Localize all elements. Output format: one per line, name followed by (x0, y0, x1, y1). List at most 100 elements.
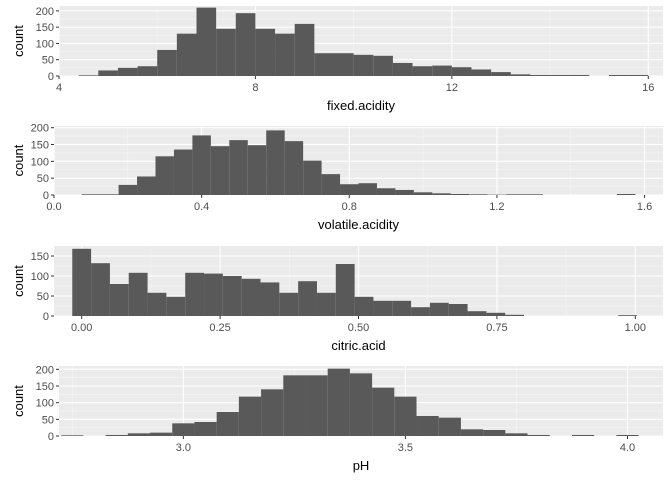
histogram-bar (100, 194, 119, 195)
histogram-bar (354, 296, 374, 316)
y-tick-label: 100 (31, 156, 49, 168)
x-tick-label: 1.2 (489, 201, 504, 213)
histogram-bar (128, 272, 148, 316)
histogram-bar (510, 74, 531, 76)
histogram-bar (438, 417, 461, 436)
histogram-bar (294, 23, 315, 77)
histogram-bar (469, 194, 488, 195)
histogram-bar (173, 149, 193, 195)
histogram-bar (105, 435, 128, 436)
y-tick-label: 200 (36, 6, 54, 18)
histogram-bar (530, 75, 551, 76)
histogram-bar (412, 66, 433, 76)
x-tick-label: 1.6 (637, 201, 652, 213)
histogram-bar (305, 375, 328, 436)
histogram-bar (392, 300, 412, 316)
y-tick-label: 50 (42, 414, 54, 426)
x-tick-label: 0.50 (348, 322, 369, 334)
histogram-bar (261, 389, 284, 436)
histogram-bar (451, 67, 472, 76)
histogram-bar (91, 263, 110, 316)
histogram-bar (505, 433, 528, 436)
histogram-bar (260, 282, 280, 316)
histogram-bar (628, 75, 649, 76)
histogram-bar (166, 296, 186, 316)
histogram-bar (298, 281, 317, 316)
y-tick-label: 150 (36, 381, 54, 393)
histogram-bar (616, 435, 639, 436)
histogram-bar (235, 13, 256, 77)
histogram-bar (137, 66, 158, 76)
x-tick-label: 0.00 (71, 322, 92, 334)
histogram-bar (491, 72, 511, 76)
histogram-bar (335, 264, 355, 316)
y-tick-label: 50 (37, 173, 49, 185)
histogram-bar (358, 183, 377, 195)
histogram-bar (394, 396, 417, 436)
y-tick-label: 200 (31, 123, 49, 135)
x-tick-label: 0.0 (46, 201, 61, 213)
histogram-bar (349, 373, 373, 436)
histogram-bar (266, 130, 285, 195)
histogram-bar (255, 28, 276, 77)
histogram-bar (376, 188, 396, 195)
histogram-bar (118, 184, 138, 195)
histogram-bar (432, 65, 452, 76)
y-axis-title: count (11, 265, 26, 297)
y-tick-label: 200 (36, 364, 54, 376)
histogram-bar (429, 302, 449, 316)
histogram-bar (247, 145, 267, 195)
histogram-bar (147, 292, 167, 316)
histogram-bar (155, 156, 174, 195)
histogram-bar (372, 387, 395, 436)
histogram-bar (196, 7, 217, 76)
histogram-bar (98, 70, 118, 76)
x-tick-label: 4 (56, 82, 62, 94)
histogram-bar (524, 194, 544, 195)
histogram-bar (395, 189, 414, 195)
histogram-bar (275, 33, 295, 76)
y-tick-label: 150 (36, 22, 54, 34)
x-tick-label: 0.25 (209, 322, 230, 334)
y-tick-label: 150 (31, 251, 49, 263)
histogram-bar (392, 62, 413, 76)
histogram-bar (550, 75, 570, 76)
histogram-bar (471, 69, 492, 76)
histogram-bar (460, 429, 484, 436)
y-axis-title: count (11, 25, 26, 57)
histogram-bar (192, 135, 211, 195)
histogram-bar (327, 368, 350, 436)
y-tick-label: 0 (43, 311, 49, 323)
histogram-bar (185, 272, 205, 316)
histogram-bar (78, 75, 99, 76)
histogram-bar (616, 193, 636, 195)
histogram-bar (314, 53, 334, 76)
histogram-bar (303, 160, 322, 195)
x-axis-title-ph: pH (353, 458, 370, 473)
panel-ph: 0 50 100 150 200 3.0 3.5 4.0 pH count (11, 364, 663, 473)
histogram-bar (467, 311, 487, 316)
panel-volatile-acidity: 0 50 100 150 200 0.0 0.4 0.8 1.2 1.6 volatile.acid… (11, 123, 663, 232)
x-tick-label: 0.4 (194, 201, 209, 213)
histogram-bar (204, 273, 223, 316)
histogram-bar (172, 423, 195, 436)
histogram-bar (241, 278, 261, 316)
x-tick-label: 1.00 (625, 322, 646, 334)
panel-citric-acid: 0 50 100 150 0.00 0.25 0.50 0.75 1.00 citric.acid… (11, 246, 663, 353)
histogram-bar (411, 307, 430, 316)
y-tick-label: 50 (37, 291, 49, 303)
y-axis-title: count (11, 144, 26, 176)
histogram-bar (527, 435, 550, 436)
y-tick-label: 50 (42, 55, 54, 67)
y-tick-label: 150 (31, 140, 49, 152)
histogram-bar (81, 194, 101, 195)
histogram-bar (373, 55, 393, 76)
histogram-bar (127, 433, 151, 436)
histogram-bar (569, 75, 590, 76)
y-tick-label: 100 (36, 38, 54, 50)
panel-fixed-acidity: 0 50 100 150 200 4 8 12 16 fixed.acidity count (11, 6, 663, 113)
histogram-bar (505, 314, 525, 316)
x-tick-label: 12 (446, 82, 458, 94)
histogram-bar (618, 315, 637, 316)
histogram-bar (340, 184, 359, 195)
